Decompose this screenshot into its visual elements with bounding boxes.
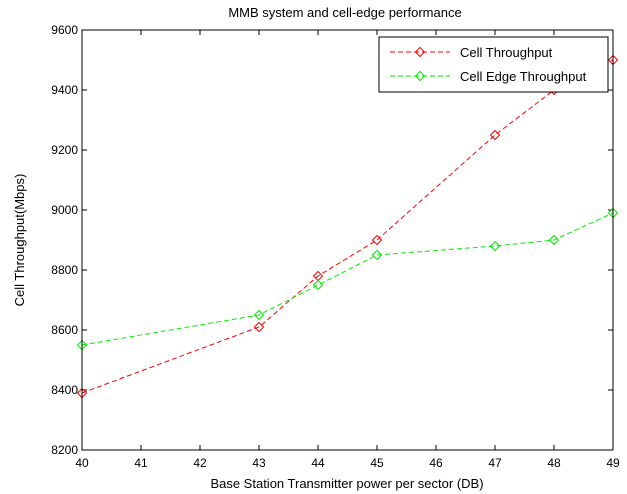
legend-label: Cell Edge Throughput (460, 69, 587, 84)
y-tick-label: 9600 (51, 23, 78, 37)
x-tick-label: 45 (370, 456, 384, 470)
legend-label: Cell Throughput (460, 45, 553, 60)
data-point (548, 234, 560, 246)
plot-area (81, 29, 614, 451)
series-line (81, 212, 614, 346)
data-point (312, 279, 324, 291)
data-point (371, 234, 383, 246)
x-tick-label: 41 (134, 456, 148, 470)
x-axis-title: Base Station Transmitter power per secto… (210, 476, 483, 491)
y-tick-label: 8600 (51, 323, 78, 337)
y-axis-title: Cell Throughput(Mbps) (12, 174, 27, 307)
y-tick-label: 9400 (51, 83, 78, 97)
data-point (489, 129, 501, 141)
x-tick-label: 48 (547, 456, 561, 470)
series-line (81, 59, 614, 394)
y-tick-label: 9000 (51, 203, 78, 217)
legend-marker (414, 70, 426, 82)
legend-box (378, 36, 609, 93)
y-tick-label: 9200 (51, 143, 78, 157)
x-tick-label: 46 (429, 456, 443, 470)
data-point (489, 240, 501, 252)
x-tick-label: 42 (193, 456, 207, 470)
x-tick-label: 47 (488, 456, 502, 470)
data-point (253, 309, 265, 321)
data-point (371, 249, 383, 261)
series-1 (76, 207, 619, 351)
x-tick-label: 44 (311, 456, 325, 470)
series-0 (76, 54, 619, 399)
y-tick-label: 8800 (51, 263, 78, 277)
chart-title: MMB system and cell-edge performance (228, 5, 461, 20)
y-tick-label: 8400 (51, 383, 78, 397)
legend: Cell Throughput Cell Edge Throughput (378, 36, 609, 93)
y-tick-label: 8200 (51, 443, 78, 457)
legend-marker (414, 46, 426, 58)
x-tick-label: 43 (252, 456, 266, 470)
x-tick-label: 49 (606, 456, 620, 470)
data-point (253, 321, 265, 333)
x-tick-label: 40 (75, 456, 89, 470)
